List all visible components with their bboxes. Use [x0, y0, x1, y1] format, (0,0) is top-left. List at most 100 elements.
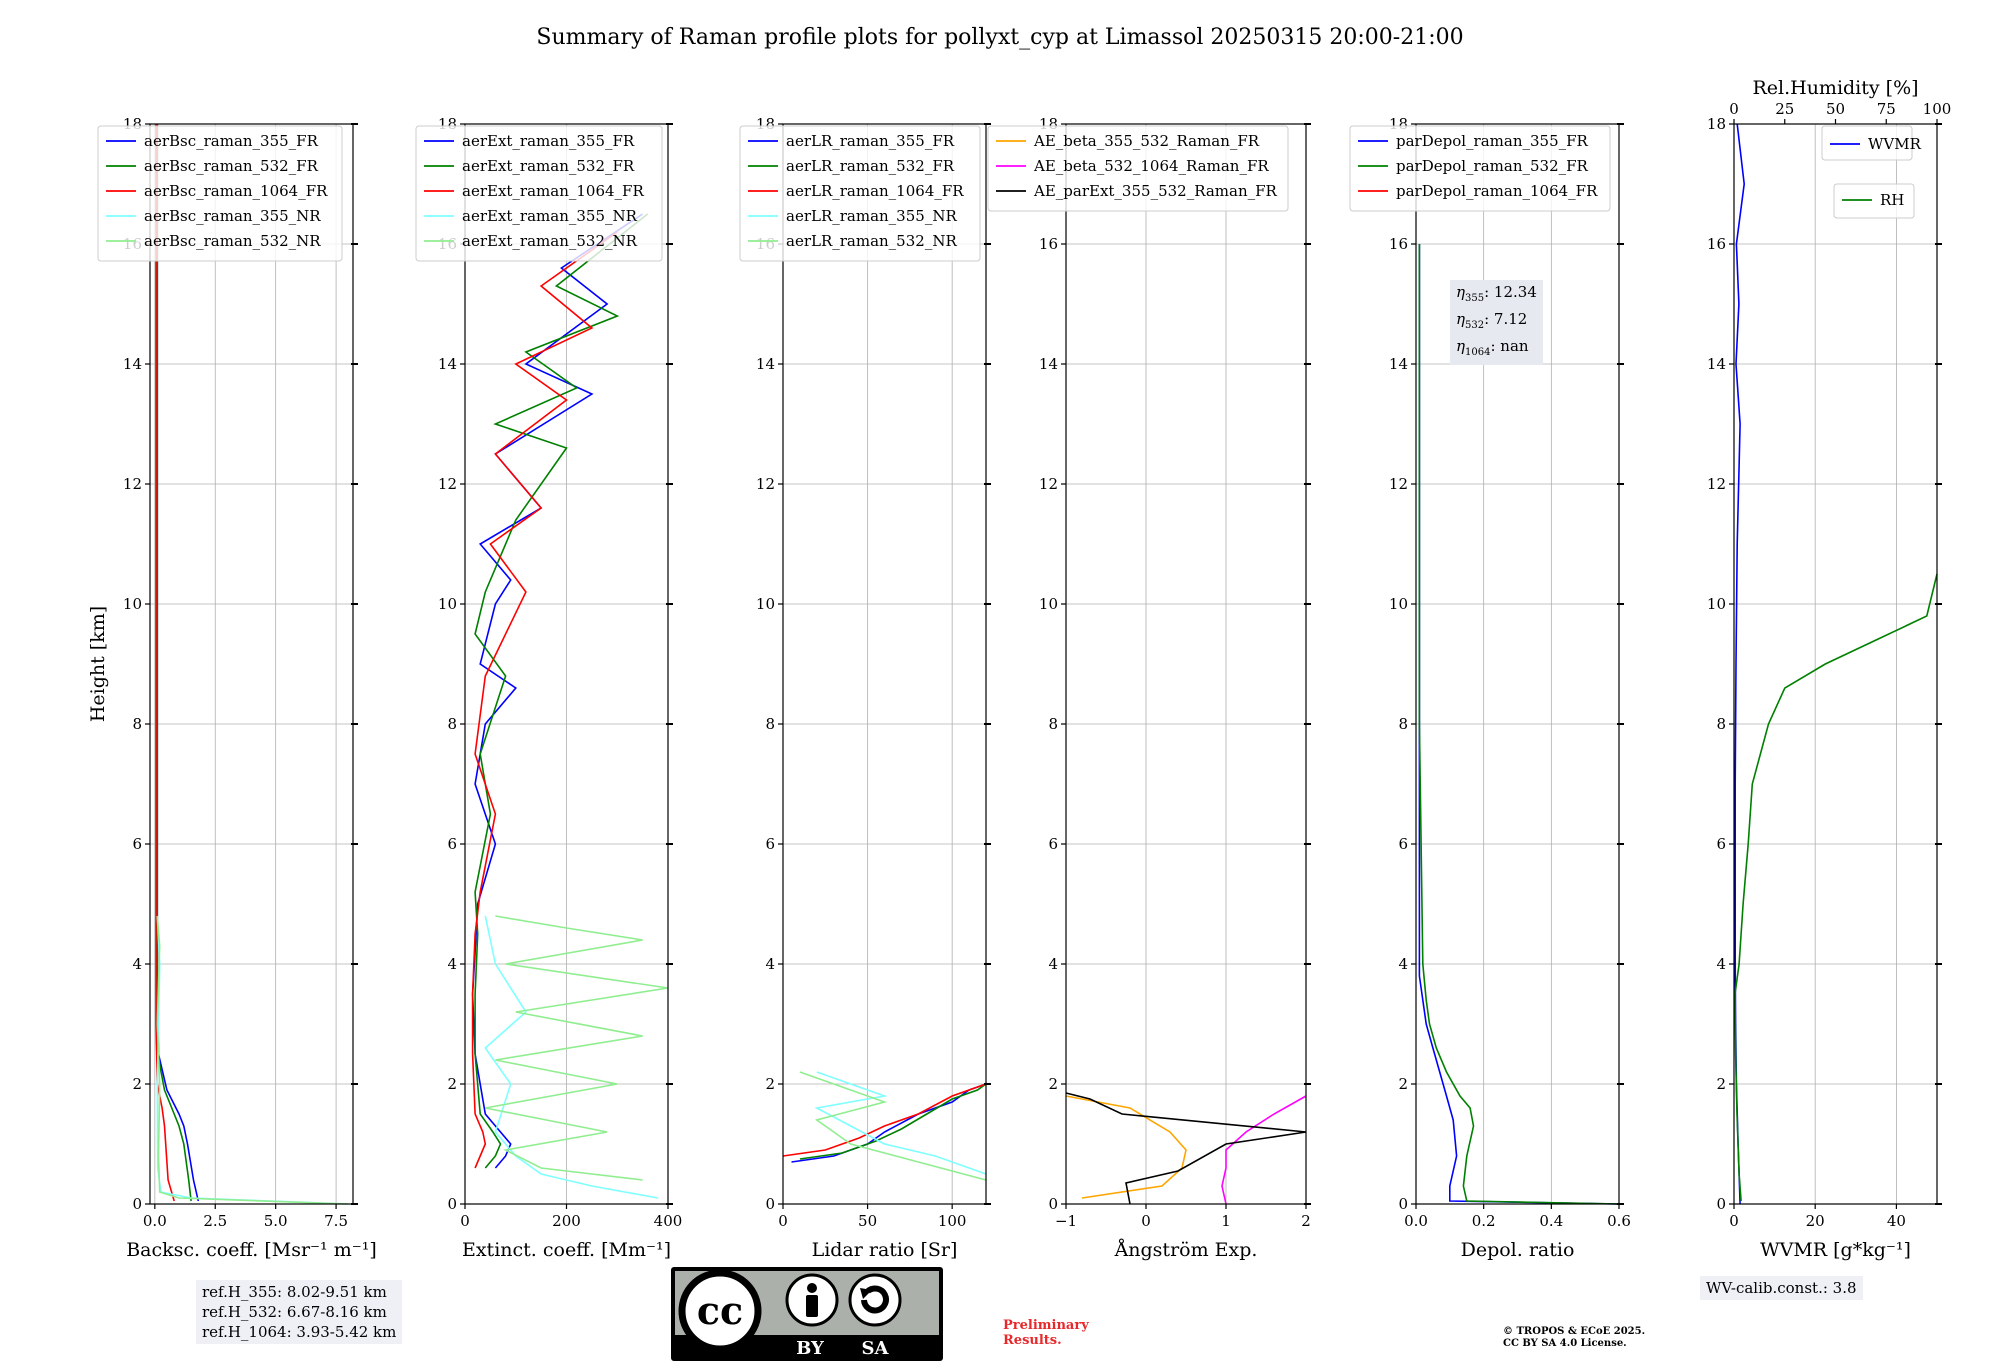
y-tick-label: 14	[1039, 355, 1058, 373]
y-tick-label: 10	[756, 595, 775, 613]
y-tick-label: 0	[1048, 1195, 1058, 1213]
by-label: BY	[796, 1338, 825, 1359]
y-tick-label: 4	[1048, 955, 1058, 973]
y-tick-label: 10	[1707, 595, 1726, 613]
y-tick-label: 14	[1389, 355, 1408, 373]
y-tick-label: 12	[1039, 475, 1058, 493]
legend-box	[1349, 125, 1611, 212]
cc-letters: cc	[697, 1288, 743, 1333]
legend-1: aerBsc_raman_355_FR aerBsc_raman_532_FRae…	[97, 125, 343, 262]
y-tick-label: 14	[1707, 355, 1726, 373]
legend-label: AE_parExt_355_532_Raman_FR	[1033, 182, 1278, 200]
y-tick-label: 4	[1398, 955, 1408, 973]
cc-by-sa-logo: cc BY SA	[671, 1267, 943, 1361]
legend-box	[97, 125, 343, 262]
x-axis-label: Depol. ratio	[1461, 1239, 1575, 1261]
x-axis-label: WVMR [g*kg⁻¹]	[1760, 1239, 1911, 1261]
y-tick-label: 6	[1716, 835, 1726, 853]
legend-label: aerLR_raman_532_NR	[786, 232, 957, 250]
y-tick-label: 6	[132, 835, 142, 853]
preliminary-line-1: Preliminary	[1003, 1318, 1089, 1333]
y-tick-label: 2	[447, 1075, 457, 1093]
eta-box: η355: 12.34 η532: 7.12 η1064: nan	[1450, 280, 1543, 365]
x-tick-label: 50	[858, 1212, 877, 1230]
legend-3: aerLR_raman_355_FR aerLR_raman_532_FR aerL…	[739, 125, 981, 262]
x-tick-label: 5.0	[264, 1212, 288, 1230]
x-tick-label: 2	[1301, 1212, 1311, 1230]
legend-label: aerExt_raman_355_FR	[462, 132, 635, 150]
y-tick-label: 6	[447, 835, 457, 853]
y-tick-label: 16	[1389, 235, 1408, 253]
panel-2: 0246810121416180200400Extinct. coeff. [M…	[415, 115, 682, 1261]
y-tick-label: 2	[765, 1075, 775, 1093]
axes-frame	[1415, 123, 1620, 1205]
ref-height-355: ref.H_355: 8.02-9.51 km	[202, 1283, 387, 1301]
x-tick-label: 0.0	[1404, 1212, 1428, 1230]
x-tick-label: 0	[1141, 1212, 1151, 1230]
series-AE_beta_355_532_Raman_FR	[1065, 1095, 1187, 1199]
x-tick-label: 0.0	[143, 1212, 167, 1230]
y-tick-label: 2	[132, 1075, 142, 1093]
x-axis-label: Backsc. coeff. [Msr⁻¹ m⁻¹]	[126, 1239, 377, 1261]
series-aerBsc_raman_532_NR	[156, 915, 349, 1205]
legend-label: aerBsc_raman_532_NR	[144, 232, 321, 250]
eta-355: η355: 12.34	[1456, 283, 1537, 304]
preliminary-line-2: Results.	[1003, 1333, 1062, 1348]
legend-2: aerExt_raman_355_FR aerExt_raman_532_FRae…	[415, 125, 663, 262]
series-aerLR_raman_532_FR	[799, 1083, 987, 1160]
series-parDepol_raman_532_FR	[1418, 244, 1620, 1205]
legend-box	[415, 125, 663, 262]
y-tick-label: 8	[1048, 715, 1058, 733]
y-tick-label: 2	[1048, 1075, 1058, 1093]
y-tick-label: 12	[1389, 475, 1408, 493]
y-tick-label: 2	[1398, 1075, 1408, 1093]
copyright-note: © TROPOS & ECoE 2025. CC BY SA 4.0 Licen…	[1503, 1326, 1645, 1350]
axes-frame	[782, 123, 987, 1205]
legend-label: parDepol_raman_1064_FR	[1396, 182, 1598, 200]
legend-box	[739, 125, 981, 262]
legend-label: aerExt_raman_532_FR	[462, 157, 635, 175]
copyright-line-1: © TROPOS & ECoE 2025.	[1503, 1326, 1646, 1337]
legend-label: aerBsc_raman_355_FR	[144, 132, 319, 150]
legend-5: parDepol_raman_355_FR parDepol_raman_532_…	[1349, 125, 1611, 212]
x2-tick-label: 100	[1923, 100, 1952, 118]
series-aerBsc_raman_355_FR	[156, 124, 200, 1202]
x-tick-label: −1	[1055, 1212, 1077, 1230]
copyright-line-2: CC BY SA 4.0 License.	[1503, 1338, 1627, 1349]
x-tick-label: 7.5	[324, 1212, 348, 1230]
wv-calibration-box: WV-calib.const.: 3.8	[1700, 1276, 1863, 1300]
series-AE_parExt_355_532_Raman_FR	[1065, 1092, 1307, 1205]
series-WVMR	[1734, 123, 1746, 1205]
legend-label: aerExt_raman_1064_FR	[462, 182, 644, 200]
x-tick-label: 0.4	[1539, 1212, 1563, 1230]
axes-frame	[149, 123, 354, 1205]
ref-height-1064: ref.H_1064: 3.93-5.42 km	[202, 1323, 397, 1341]
legend-label: aerLR_raman_1064_FR	[786, 182, 964, 200]
y-tick-label: 0	[1716, 1195, 1726, 1213]
series-aerExt_raman_355_NR	[484, 915, 659, 1199]
series-RH	[1734, 573, 1938, 1202]
x-tick-label: 100	[938, 1212, 967, 1230]
legend-6: WVMR RH	[1821, 125, 1922, 219]
x-tick-label: 2.5	[203, 1212, 227, 1230]
y-tick-label: 6	[765, 835, 775, 853]
legend-label: aerBsc_raman_532_FR	[144, 157, 319, 175]
x2-tick-label: 0	[1729, 100, 1739, 118]
y-tick-label: 0	[447, 1195, 457, 1213]
legend-label: AE_beta_532_1064_Raman_FR	[1033, 157, 1269, 175]
y-tick-label: 16	[1707, 235, 1726, 253]
y-tick-label: 14	[756, 355, 775, 373]
y-tick-label: 0	[765, 1195, 775, 1213]
reference-height-box: ref.H_355: 8.02-9.51 km ref.H_532: 6.67-…	[196, 1280, 403, 1344]
y-tick-label: 4	[132, 955, 142, 973]
legend-4: AE_beta_355_532_Raman_FR AE_beta_532_1064…	[987, 125, 1289, 212]
x-axis-label: Lidar ratio [Sr]	[812, 1239, 958, 1261]
legend-label: aerExt_raman_355_NR	[462, 207, 638, 225]
x-axis-label: Ångström Exp.	[1114, 1239, 1258, 1261]
y-tick-label: 8	[447, 715, 457, 733]
series-aerBsc_raman_532_FR	[156, 124, 192, 1202]
